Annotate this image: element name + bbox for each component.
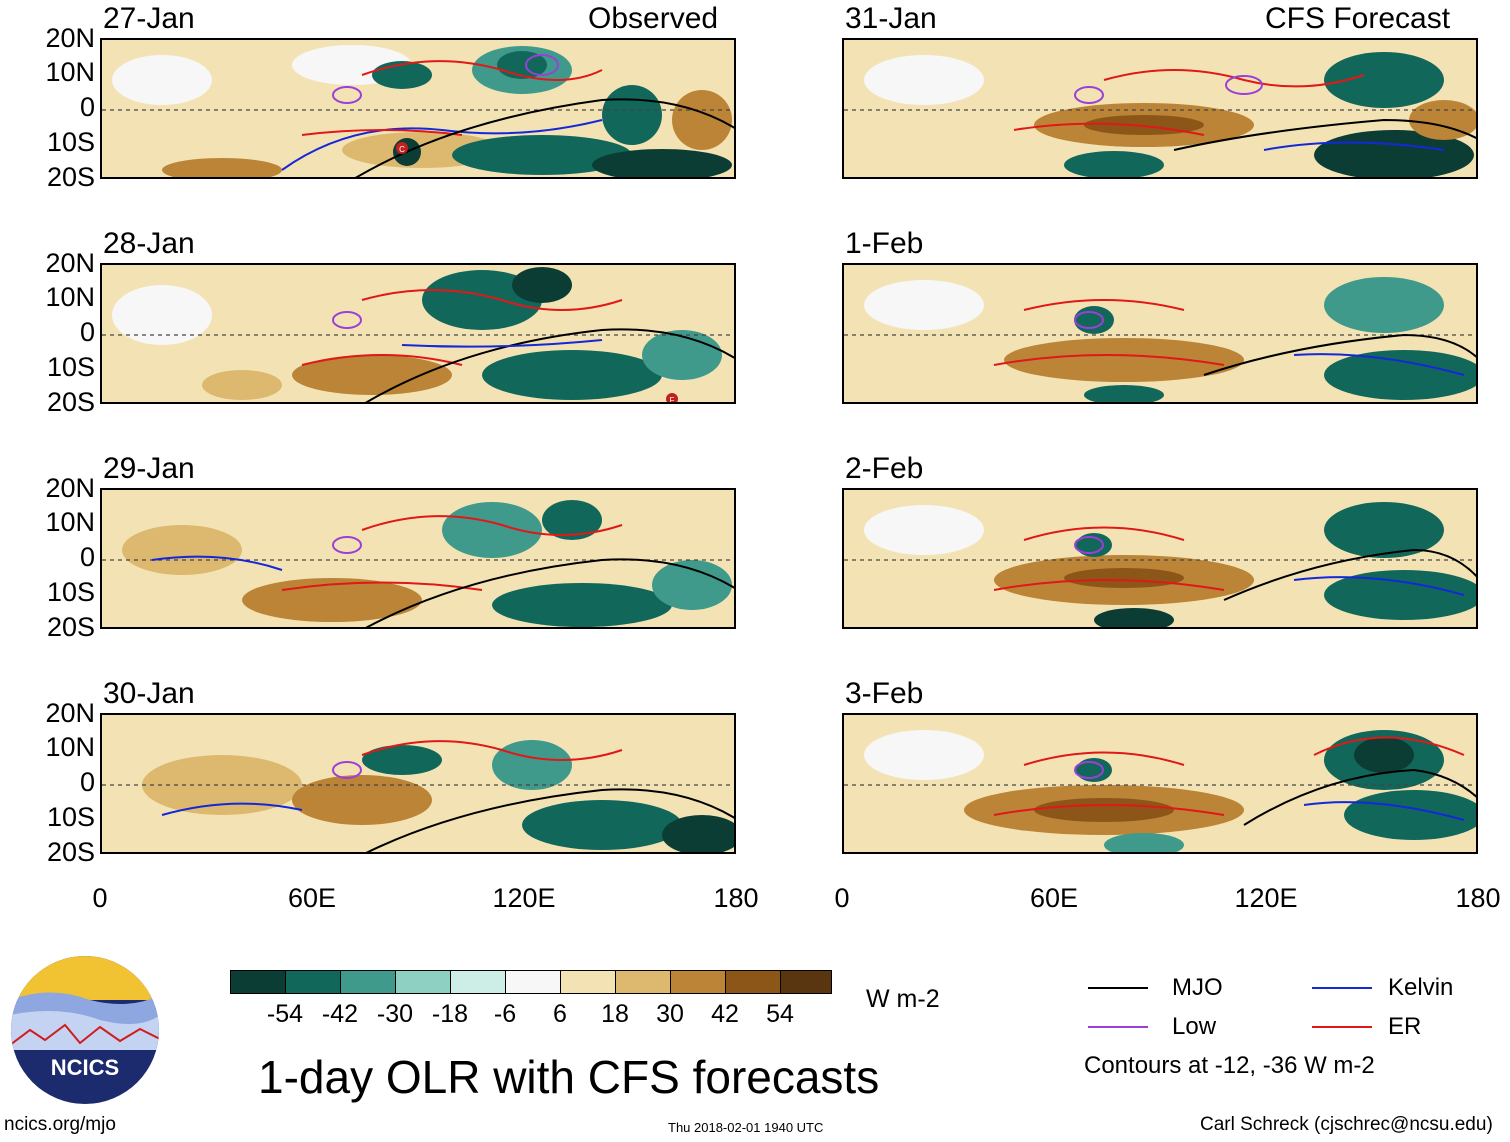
colorbar-label: -6 — [493, 1000, 517, 1028]
lat-label: 20N — [45, 248, 95, 278]
map-panel: F — [100, 263, 736, 404]
panel-date: 30-Jan — [103, 677, 195, 710]
olr-map — [102, 490, 734, 627]
lon-label: 0 — [92, 883, 108, 913]
legend-kelvin-label: Kelvin — [1388, 974, 1454, 1001]
lat-label: 0 — [79, 542, 95, 572]
lat-label: 20N — [45, 698, 95, 728]
colorbar-bin — [780, 970, 832, 994]
colorbar-bin — [395, 970, 451, 994]
olr-map — [844, 715, 1476, 852]
lat-label: 20S — [46, 837, 95, 867]
lat-label: 10N — [45, 507, 95, 537]
lat-label: 10S — [46, 352, 95, 382]
map-panel — [842, 263, 1478, 404]
ncics-logo: NCICS — [10, 955, 160, 1105]
panel-date: 31-Jan — [845, 2, 937, 35]
lat-label: 20S — [46, 612, 95, 642]
lat-label: 10S — [46, 127, 95, 157]
lat-label: 10N — [45, 57, 95, 87]
colorbar-label: 18 — [601, 1000, 629, 1028]
olr-map — [844, 40, 1476, 177]
map-panel — [842, 488, 1478, 629]
legend-note: Contours at -12, -36 W m-2 — [1084, 1052, 1375, 1079]
colorbar-label: -54 — [266, 1000, 304, 1028]
cyclone-marker — [396, 142, 408, 154]
colorbar-bin — [615, 970, 671, 994]
lat-label: 20S — [46, 162, 95, 192]
cyclone-marker — [666, 393, 678, 402]
colorbar-bin — [340, 970, 396, 994]
lon-label: 0 — [834, 883, 850, 913]
colorbar-bin — [505, 970, 561, 994]
lon-label: 120E — [492, 883, 556, 913]
cyclone-marker-label: F — [670, 396, 675, 404]
olr-map — [844, 490, 1476, 627]
colorbar-bin — [560, 970, 616, 994]
lat-label: 10S — [46, 577, 95, 607]
footer-author: Carl Schreck (cjschrec@ncsu.edu) — [1200, 1114, 1493, 1135]
panel-date: 2-Feb — [845, 452, 924, 485]
olr-map — [844, 265, 1476, 402]
colorbar-label: 30 — [656, 1000, 684, 1028]
lat-label: 10N — [45, 732, 95, 762]
legend-kelvin-line — [1312, 987, 1372, 989]
cyclone-marker-label: C — [399, 145, 405, 154]
colorbar-bin — [450, 970, 506, 994]
lon-label: 60E — [1029, 883, 1079, 913]
legend-er-label: ER — [1388, 1013, 1422, 1040]
lon-label: 180 — [1455, 883, 1501, 913]
panel-date: 29-Jan — [103, 452, 195, 485]
colorbar-label: 42 — [711, 1000, 739, 1028]
panel-tag: CFS Forecast — [1265, 2, 1451, 35]
map-panel — [842, 38, 1478, 179]
colorbar-units: W m-2 — [866, 985, 940, 1013]
panel-date: 3-Feb — [845, 677, 924, 710]
colorbar-label: -42 — [321, 1000, 359, 1028]
colorbar-bin — [725, 970, 781, 994]
map-panel — [842, 713, 1478, 854]
legend-mjo-line — [1088, 987, 1148, 989]
olr-map: F — [102, 265, 734, 404]
lat-label: 0 — [79, 92, 95, 122]
panel-date: 1-Feb — [845, 227, 924, 260]
lon-label: 120E — [1234, 883, 1298, 913]
olr-map — [102, 715, 734, 852]
colorbar-bin — [285, 970, 341, 994]
lat-label: 20N — [45, 473, 95, 503]
map-panel — [100, 488, 736, 629]
lat-label: 20N — [45, 23, 95, 53]
lat-label: 10N — [45, 282, 95, 312]
lon-label: 180 — [713, 883, 759, 913]
lat-label: 10S — [46, 802, 95, 832]
map-panel — [100, 713, 736, 854]
colorbar-label: 54 — [766, 1000, 794, 1028]
legend-low-line — [1088, 1026, 1148, 1028]
panel-date: 27-Jan — [103, 2, 195, 35]
figure-title: 1-day OLR with CFS forecasts — [258, 1051, 880, 1103]
footer-timestamp: Thu 2018-02-01 1940 UTC — [668, 1120, 824, 1135]
legend-er-line — [1312, 1026, 1372, 1028]
olr-map: C — [102, 40, 734, 177]
map-panel: C — [100, 38, 736, 179]
legend-low-label: Low — [1172, 1013, 1217, 1040]
legend-mjo-label: MJO — [1172, 974, 1223, 1001]
colorbar-label: -18 — [431, 1000, 469, 1028]
logo-text: NCICS — [51, 1055, 119, 1080]
panel-date: 28-Jan — [103, 227, 195, 260]
panel-tag: Observed — [588, 2, 719, 35]
colorbar-bin — [670, 970, 726, 994]
ncics-logo-graphic: NCICS — [11, 956, 159, 1104]
lat-label: 20S — [46, 387, 95, 417]
colorbar-label: -30 — [376, 1000, 414, 1028]
lat-label: 0 — [79, 767, 95, 797]
colorbar-label: 6 — [553, 1000, 567, 1028]
footer-url: ncics.org/mjo — [4, 1114, 116, 1135]
lon-label: 60E — [287, 883, 337, 913]
colorbar-bin — [230, 970, 286, 994]
lat-label: 0 — [79, 317, 95, 347]
